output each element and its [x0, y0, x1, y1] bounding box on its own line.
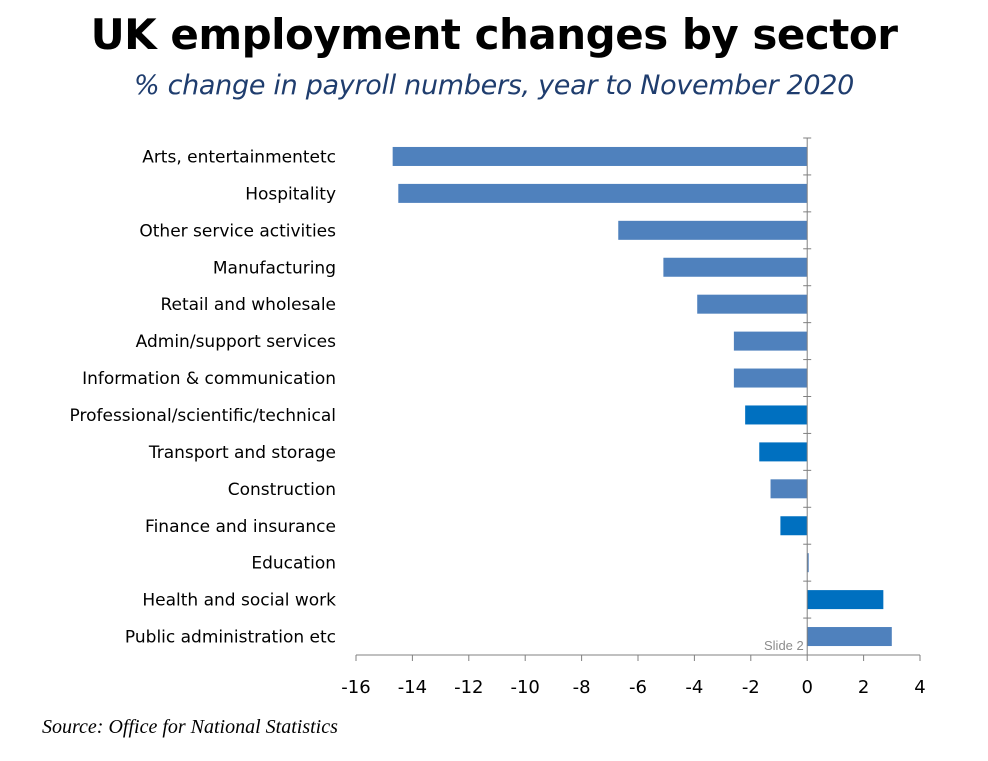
bars-group: [392, 146, 892, 647]
slide-number-label: Slide 2: [764, 638, 804, 653]
bar-1: [392, 146, 808, 166]
x-tick-label: -2: [742, 677, 760, 698]
category-label: Finance and insurance: [145, 517, 336, 537]
x-tick-label: -4: [685, 677, 703, 698]
category-label: Admin/support services: [136, 332, 336, 352]
bar-2: [398, 183, 808, 203]
bar-9: [759, 442, 808, 462]
x-tick-label: -8: [573, 677, 591, 698]
bar-11: [780, 516, 808, 536]
x-tick-label: -12: [454, 677, 483, 698]
x-tick-label: 0: [801, 677, 812, 698]
bar-12: [807, 553, 809, 573]
x-tick-label: -14: [398, 677, 427, 698]
bar-10: [770, 479, 808, 499]
category-label: Manufacturing: [213, 258, 336, 278]
bar-4: [663, 257, 808, 277]
category-label: Other service activities: [139, 221, 336, 241]
bar-8: [745, 405, 808, 425]
category-label: Health and social work: [142, 591, 336, 611]
category-label: Public administration etc: [125, 628, 336, 648]
bar-13: [807, 590, 884, 610]
x-tick-label: 4: [914, 677, 925, 698]
category-labels-group: Arts, entertainmentetc Hospitality Other s…: [70, 147, 337, 647]
source-note: Source: Office for National Statistics: [42, 716, 338, 738]
category-label: Construction: [228, 480, 336, 500]
category-label: Professional/scientific/technical: [70, 406, 336, 426]
bar-5: [697, 294, 808, 314]
category-label: Transport and storage: [148, 443, 336, 463]
category-label: Arts, entertainmentetc: [142, 147, 336, 167]
axes-group: -16 -14 -12 -10 -8 -6 -4 -2 0 2 4: [341, 137, 926, 698]
chart-title: UK employment changes by sector: [90, 10, 898, 59]
bar-6: [733, 331, 808, 351]
category-label: Hospitality: [245, 184, 336, 204]
bar-7: [733, 368, 808, 388]
x-tick-label: -6: [629, 677, 647, 698]
x-tick-label: -10: [510, 677, 539, 698]
chart-subtitle: % change in payroll numbers, year to Nov…: [133, 70, 855, 101]
category-label: Information & communication: [82, 369, 336, 389]
category-label: Retail and wholesale: [160, 295, 336, 315]
x-tick-label: 2: [858, 677, 869, 698]
x-tick-label: -16: [341, 677, 370, 698]
bar-3: [618, 220, 808, 240]
bar-14: [807, 627, 892, 647]
category-label: Education: [251, 554, 336, 574]
